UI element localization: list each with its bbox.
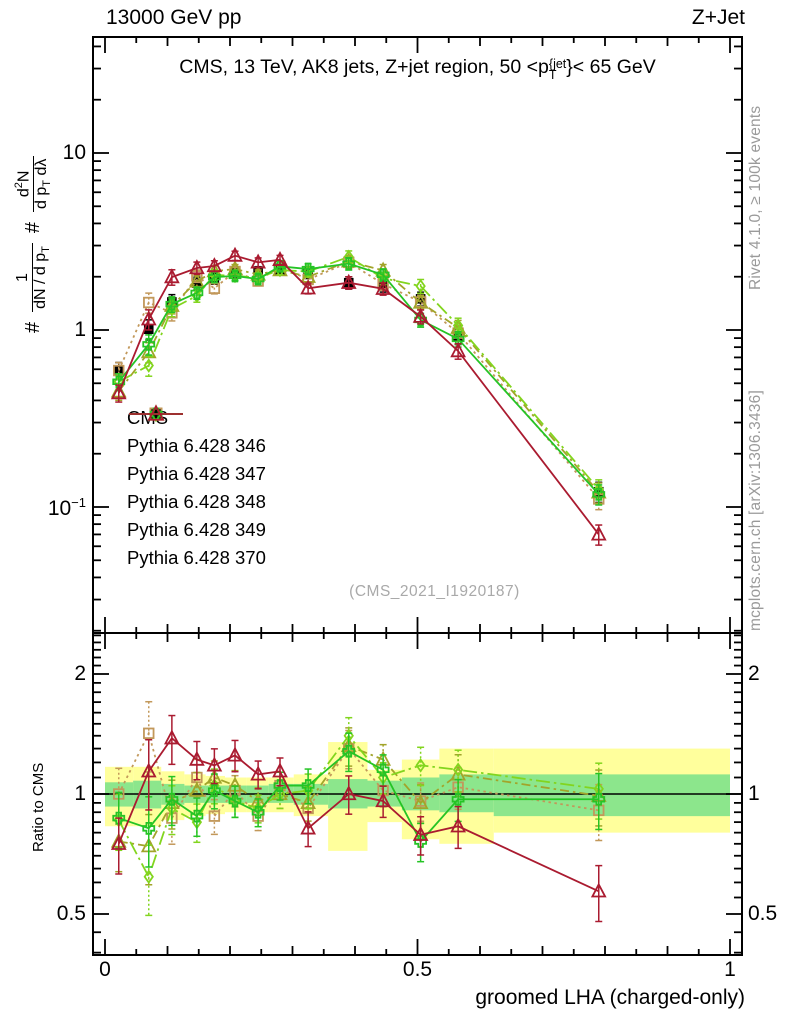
y-ratio-tick-label-left-0.5: 0.5 [56, 902, 86, 925]
pythia-370-swatch [129, 404, 183, 421]
y-ratio-tick-label-left-2: 2 [74, 662, 86, 685]
y-main-tick-label-10: 10 [62, 141, 86, 164]
fraction-one-over-dn-dpt: 1 dN / d pT [14, 243, 53, 312]
legend-item-pythia-370: Pythia 6.428 370 [127, 404, 266, 572]
legend: CMS Pythia 6.428 346 Pythia 6.428 347 Py… [127, 404, 266, 572]
pt-jet-stack: {jet T [548, 56, 567, 82]
y-axis-title: #1 dN / d pT # d2N d pT dλ [13, 155, 54, 333]
process-title: Z+Jet [691, 6, 745, 29]
panel-title-suffix: }< 65 GeV [566, 56, 656, 78]
y-main-tick-label-1: 1 [74, 318, 86, 341]
main-series-Pythia-6.428-370 [110, 246, 607, 546]
rivet-version-note: Rivet 4.1.0, ≥ 100k events [747, 105, 764, 290]
legend-label: Pythia 6.428 347 [127, 463, 266, 484]
panel-title: CMS, 13 TeV, AK8 jets, Z+jet region, 50 … [93, 56, 742, 81]
pt-superscript: {jet [548, 56, 567, 71]
green-band-bin [493, 774, 730, 817]
axis-ticks [93, 37, 742, 955]
y-ratio-tick-label-right-1: 1 [748, 782, 760, 805]
pt-subscript: T [548, 68, 557, 82]
x-tick-label-0: 0 [99, 958, 111, 981]
legend-label: Pythia 6.428 349 [127, 519, 266, 540]
y-ratio-tick-label-right-2: 2 [748, 662, 760, 685]
panel-title-prefix: CMS, 13 TeV, AK8 jets, Z+jet region, 50 … [179, 56, 549, 78]
beam-energy-title: 13000 GeV pp [106, 6, 242, 29]
legend-label: Pythia 6.428 370 [127, 547, 266, 568]
legend-label: Pythia 6.428 346 [127, 435, 266, 456]
y-ratio-tick-label-right-0.5: 0.5 [748, 902, 778, 925]
y-ratio-tick-label-left-1: 1 [74, 782, 86, 805]
x-tick-label-1: 1 [724, 958, 736, 981]
ratio-y-axis-title: Ratio to CMS [30, 762, 47, 852]
y-main-tick-label-10−1: 10−1 [47, 495, 86, 520]
analysis-id-watermark: (CMS_2021_I1920187) [349, 583, 520, 600]
legend-item-pythia-348: Pythia 6.428 348 [127, 405, 266, 516]
mcplots-reference-note: mcplots.cern.ch [arXiv:1306.3436] [747, 390, 764, 631]
legend-item-pythia-349: Pythia 6.428 349 [127, 407, 266, 544]
ratio-series-Pythia-6.428-370 [110, 714, 607, 923]
legend-item-pythia-346: Pythia 6.428 346 [127, 407, 266, 460]
legend-item-pythia-347: Pythia 6.428 347 [127, 404, 266, 488]
x-tick-label-0.5: 0.5 [402, 958, 433, 981]
x-axis-title: groomed LHA (charged-only) [475, 986, 745, 1009]
legend-label: Pythia 6.428 348 [127, 491, 266, 512]
hash-symbol: # [22, 221, 45, 234]
